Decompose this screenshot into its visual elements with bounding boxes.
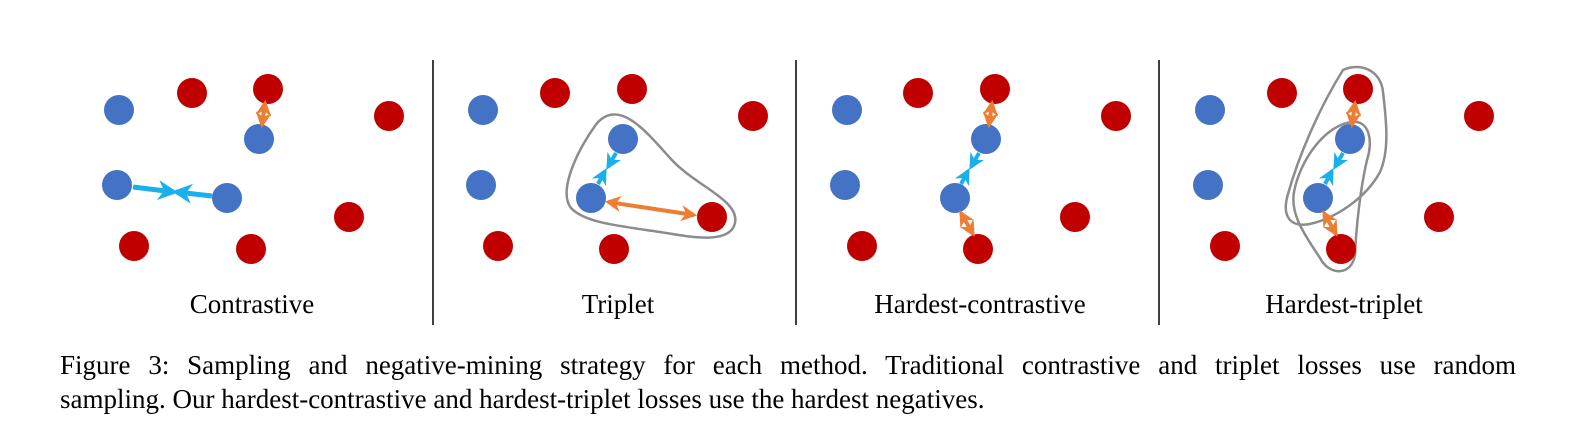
negative-point [903, 78, 933, 108]
positive-pull-arrow [606, 151, 622, 170]
positive-point [468, 95, 498, 125]
positive-pull-arrow [172, 183, 213, 204]
positive-point [576, 183, 606, 213]
negative-point [119, 231, 149, 261]
negative-point [483, 231, 513, 261]
negative-point [697, 202, 727, 232]
positive-pull-arrow [969, 151, 985, 170]
negative-point [1464, 101, 1494, 131]
triplet-group-outline [565, 113, 737, 239]
negative-point [374, 101, 404, 131]
negative-point [1267, 78, 1297, 108]
negative-point [540, 78, 570, 108]
negative-point [617, 74, 647, 104]
positive-point [244, 124, 274, 154]
caption-line: Figure 3: Sampling and negative-mining s… [60, 350, 1516, 380]
negative-pair-arrow [982, 99, 999, 129]
negative-point [1424, 202, 1454, 232]
positive-point [830, 170, 860, 200]
negative-pair-arrow [959, 210, 975, 237]
positive-point [466, 170, 496, 200]
negative-point [1101, 101, 1131, 131]
positive-point [940, 183, 970, 213]
negative-point [847, 231, 877, 261]
positive-pull-arrow [1318, 168, 1334, 187]
panel-label-triplet: Triplet [582, 289, 655, 319]
negative-point [963, 234, 993, 264]
negative-point [980, 74, 1010, 104]
negative-pair-arrow [1345, 99, 1362, 129]
positive-pull-arrow [1333, 151, 1349, 170]
negative-point [1343, 74, 1373, 104]
hardest-triplet-outline-upper [1284, 65, 1388, 226]
negative-point [738, 101, 768, 131]
positive-point [1335, 124, 1365, 154]
positive-pull-arrow [132, 180, 178, 200]
panel-label-contrastive: Contrastive [190, 289, 314, 319]
negative-pair-arrow [255, 99, 272, 129]
panel-hardest-triplet: Hardest-triplet [1193, 65, 1494, 319]
negative-point [1326, 234, 1356, 264]
panel-triplet: Triplet [466, 74, 768, 319]
positive-point [832, 95, 862, 125]
positive-pull-arrow [954, 168, 970, 187]
positive-point [212, 183, 242, 213]
figure-caption: Figure 3: Sampling and negative-mining s… [60, 348, 1516, 416]
negative-point [334, 202, 364, 232]
caption-line: sampling. Our hardest-contrastive and ha… [60, 384, 985, 414]
panel-hardest-contrastive: Hardest-contrastive [830, 74, 1131, 319]
positive-point [104, 95, 134, 125]
negative-point [599, 234, 629, 264]
positive-point [971, 124, 1001, 154]
positive-point [608, 124, 638, 154]
positive-pull-arrow [591, 168, 607, 187]
negative-point [177, 78, 207, 108]
panel-label-hardest-contrastive: Hardest-contrastive [874, 289, 1085, 319]
negative-pair-arrow [604, 196, 698, 221]
panel-label-hardest-triplet: Hardest-triplet [1265, 289, 1423, 319]
negative-point [236, 234, 266, 264]
negative-point [1060, 202, 1090, 232]
panel-contrastive: Contrastive [102, 74, 404, 319]
figure-diagram: Contrastive Triplet Hardest-cont [102, 60, 1494, 325]
hardest-triplet-outline-lower [1292, 120, 1371, 273]
negative-point [1210, 231, 1240, 261]
positive-point [1193, 170, 1223, 200]
negative-point [253, 74, 283, 104]
positive-point [1195, 95, 1225, 125]
positive-point [102, 170, 132, 200]
negative-pair-arrow [1322, 210, 1338, 237]
positive-point [1303, 183, 1333, 213]
